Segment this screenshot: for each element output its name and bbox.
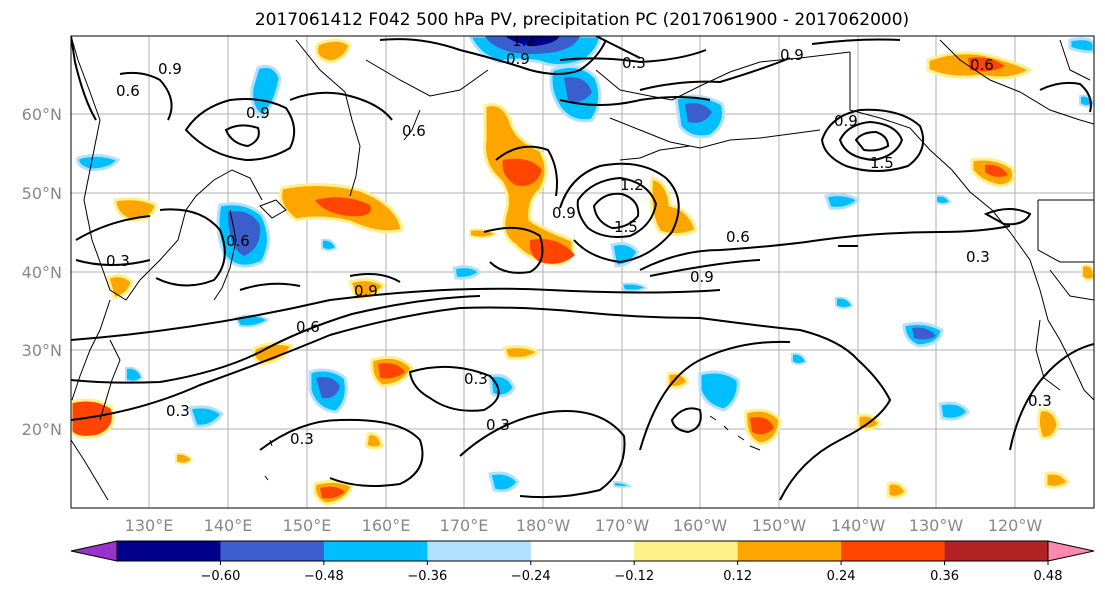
contour-label: 0.3 bbox=[464, 370, 488, 388]
lat-label: 20°N bbox=[22, 420, 62, 439]
contour-label: 0.3 bbox=[486, 416, 510, 434]
contour-label: 0.6 bbox=[726, 228, 750, 246]
lon-label: 140°W bbox=[831, 516, 886, 535]
contour-label: 0.3 bbox=[622, 54, 646, 72]
lon-label: 160°W bbox=[673, 516, 728, 535]
colorbar-tick-label: −0.12 bbox=[614, 569, 654, 584]
colorbar-cell bbox=[841, 541, 946, 561]
lon-label: 160°E bbox=[362, 516, 411, 535]
contour-label: 0.9 bbox=[552, 204, 576, 222]
figure-title: 2017061412 F042 500 hPa PV, precipitatio… bbox=[255, 10, 909, 30]
lon-label: 140°E bbox=[204, 516, 253, 535]
map-frame bbox=[70, 35, 1095, 509]
contour-label: 1.2 bbox=[620, 176, 644, 194]
lon-label: 150°W bbox=[752, 516, 807, 535]
colorbar-cell bbox=[634, 541, 739, 561]
lat-label: 40°N bbox=[22, 263, 62, 282]
contour-label: 0.3 bbox=[966, 248, 990, 266]
colorbar-tick-label: −0.24 bbox=[511, 569, 551, 584]
contour-label: 0.6 bbox=[970, 56, 994, 74]
contour-label: 0.6 bbox=[116, 82, 140, 100]
colorbar-cell bbox=[737, 541, 842, 561]
colorbar-cells bbox=[117, 541, 1049, 561]
contour-label: 0.6 bbox=[226, 232, 250, 250]
colorbar: −0.60 −0.48 −0.36 −0.24 −0.12 0.12 0.24 0.36 0.4… bbox=[70, 540, 1095, 584]
contour-label: 0.3 bbox=[166, 402, 190, 420]
colorbar-tick-label: −0.48 bbox=[304, 569, 344, 584]
precip-shading bbox=[71, 36, 1094, 506]
colorbar-tick-label: −0.36 bbox=[407, 569, 447, 584]
contour-label: 0.3 bbox=[290, 430, 314, 448]
colorbar-cell bbox=[427, 541, 532, 561]
contour-labels: 0.9 0.6 0.9 0.6 0.3 0.9 1.2 0.9 1.2 1.5 … bbox=[106, 32, 1052, 448]
contour-label: 1.5 bbox=[614, 218, 638, 236]
lon-label: 150°E bbox=[283, 516, 332, 535]
colorbar-frame bbox=[116, 540, 1049, 562]
latitude-labels: 60°N 50°N 40°N 30°N 20°N bbox=[22, 105, 62, 439]
contour-label: 0.6 bbox=[402, 122, 426, 140]
lat-label: 30°N bbox=[22, 341, 62, 360]
colorbar-cell bbox=[117, 541, 221, 561]
contour-label: 0.9 bbox=[354, 282, 378, 300]
coastlines bbox=[71, 36, 1094, 501]
contour-label: 0.3 bbox=[106, 252, 130, 270]
contour-label: 1.5 bbox=[870, 154, 894, 172]
lon-label: 120°W bbox=[988, 516, 1043, 535]
colorbar-tick-label: −0.60 bbox=[201, 569, 241, 584]
longitude-labels: 130°E 140°E 150°E 160°E 170°E 180°W 170°… bbox=[125, 516, 1043, 535]
contour-label: 1.2 bbox=[512, 32, 536, 50]
pv-contours bbox=[71, 36, 1094, 501]
contour-label: 0.3 bbox=[1028, 392, 1052, 410]
lat-label: 60°N bbox=[22, 105, 62, 124]
colorbar-tick-label: 0.24 bbox=[827, 569, 856, 584]
contour-label: 0.9 bbox=[506, 50, 530, 68]
contour-label: 0.9 bbox=[780, 46, 804, 64]
contour-label: 0.9 bbox=[834, 112, 858, 130]
colorbar-extend-low bbox=[70, 540, 118, 562]
colorbar-cell bbox=[944, 541, 1049, 561]
colorbar-cell bbox=[323, 541, 428, 561]
colorbar-ticks: −0.60 −0.48 −0.36 −0.24 −0.12 0.12 0.24 0.36 0.4… bbox=[201, 561, 1063, 584]
colorbar-extend-high bbox=[1047, 540, 1095, 562]
map-panel: 0.9 0.6 0.9 0.6 0.3 0.9 1.2 0.9 1.2 1.5 … bbox=[70, 32, 1095, 509]
lon-label: 170°W bbox=[595, 516, 650, 535]
contour-label: 0.9 bbox=[158, 60, 182, 78]
contour-label: 0.9 bbox=[246, 104, 270, 122]
colorbar-cell bbox=[530, 541, 635, 561]
colorbar-tick-label: 0.12 bbox=[723, 569, 752, 584]
contour-label: 0.6 bbox=[296, 318, 320, 336]
lon-label: 130°W bbox=[909, 516, 964, 535]
colorbar-tick-label: 0.48 bbox=[1034, 569, 1063, 584]
colorbar-cell bbox=[220, 541, 325, 561]
lon-label: 170°E bbox=[440, 516, 489, 535]
lon-label: 130°E bbox=[125, 516, 174, 535]
contour-label: 0.9 bbox=[690, 268, 714, 286]
colorbar-tick-label: 0.36 bbox=[930, 569, 959, 584]
lon-label: 180°W bbox=[516, 516, 571, 535]
lat-label: 50°N bbox=[22, 184, 62, 203]
